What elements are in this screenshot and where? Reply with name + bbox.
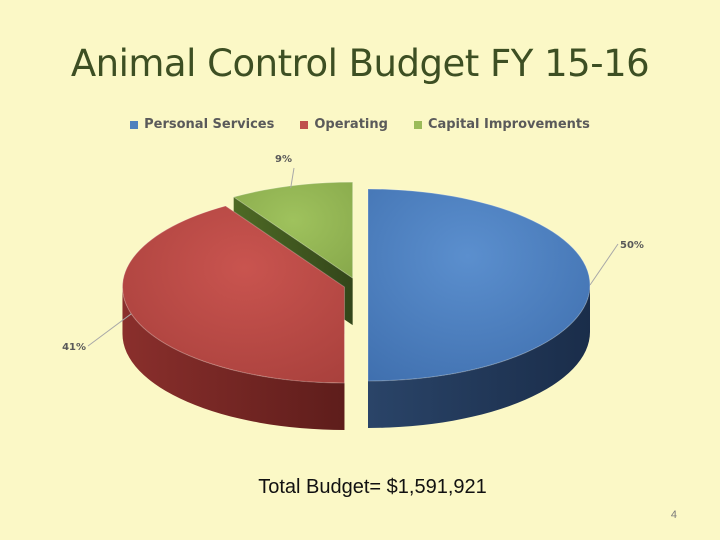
legend-label-capital-improvements: Capital Improvements [427,117,590,132]
legend-item-personal-services: Personal Services [130,117,274,132]
slice-top-personal-services [367,188,591,382]
total-budget-text: Total Budget= $1,591,921 [258,476,487,498]
data-label-personal-services: 50% [620,240,644,251]
slice-side-personal-services [368,285,590,428]
legend-item-capital-improvements: Capital Improvements [413,117,590,132]
slice-side-operating [122,287,345,431]
pie-slice-operating [122,205,345,431]
chart-legend: Personal Services Operating Capital Impr… [0,117,720,132]
legend-swatch-operating [300,120,309,129]
leader-line-operating [87,313,132,347]
legend-swatch-capital-improvements [413,120,422,129]
slide-title: Animal Control Budget FY 15-16 [70,42,650,85]
legend-swatch-personal-services [130,120,139,129]
page-number: 4 [670,509,677,521]
pie-slice-personal-services [367,188,591,428]
leader-line-capital-improvements [290,167,295,188]
leader-line-personal-services [589,243,619,286]
legend-label-personal-services: Personal Services [144,117,275,132]
data-label-operating: 41% [62,342,86,353]
legend-label-operating: Operating [314,117,388,132]
slice-top-operating [122,205,345,384]
data-label-capital-improvements: 9% [275,154,292,165]
legend-item-operating: Operating [300,117,388,132]
